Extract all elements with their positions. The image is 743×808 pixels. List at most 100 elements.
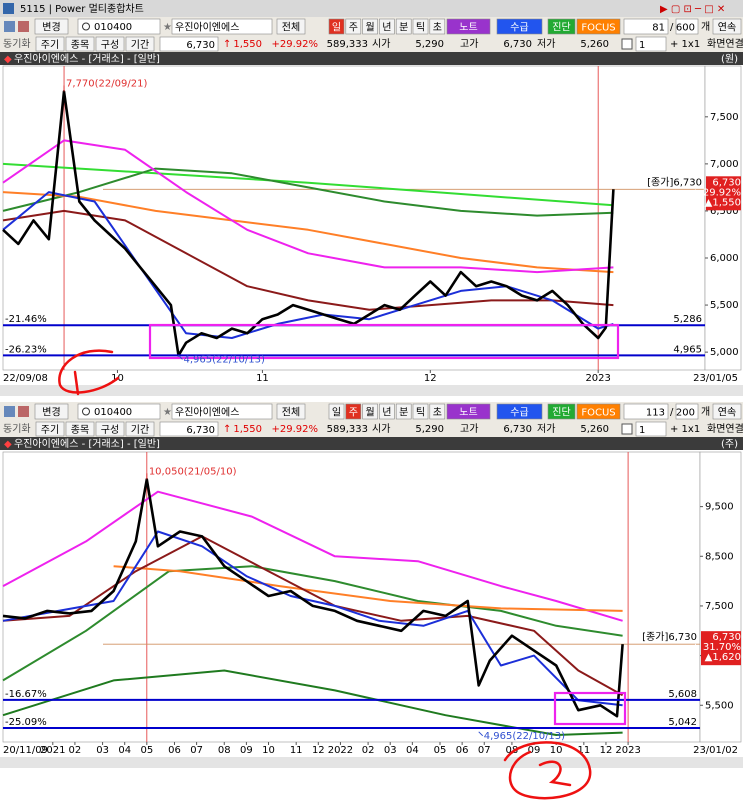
checkbox[interactable]	[621, 423, 633, 435]
period-button[interactable]: 틱	[416, 22, 425, 34]
period-button[interactable]: 분	[399, 407, 408, 419]
x-tick-label: 04	[118, 745, 131, 756]
tool-button[interactable]: FOCUS	[581, 23, 615, 34]
continuous-button[interactable]: 연속	[718, 22, 736, 34]
period-button-bg[interactable]	[395, 18, 412, 35]
change-button[interactable]: 변경	[42, 21, 60, 34]
period-button[interactable]: 초	[433, 407, 442, 419]
tool-button[interactable]: 수급	[510, 407, 528, 419]
y-tick-label: 8,500	[705, 551, 734, 562]
period-button-bg[interactable]	[328, 403, 345, 420]
price-box-rate: + 31.70%	[691, 642, 741, 653]
tool-button[interactable]: 진단	[552, 22, 570, 34]
tool-button-bg[interactable]	[446, 18, 491, 35]
change-button-bg[interactable]	[34, 403, 69, 420]
period-button-bg[interactable]	[362, 403, 378, 420]
tab-button-bg[interactable]	[65, 421, 95, 437]
period-button-bg[interactable]	[379, 18, 395, 35]
period-button[interactable]: 주	[349, 23, 358, 34]
period-button-bg[interactable]	[345, 403, 362, 420]
x-end-label: 23/01/02	[693, 745, 738, 756]
period-button-bg[interactable]	[362, 18, 378, 35]
tool-button-bg[interactable]	[446, 403, 491, 420]
tab-button[interactable]: 주기	[41, 39, 59, 51]
period-button[interactable]: 주	[349, 408, 358, 419]
window-controls[interactable]: ▶ ▢ ⊡ ─ □ ✕	[660, 4, 725, 15]
period-button[interactable]: 일	[332, 22, 341, 34]
period-button-bg[interactable]	[412, 403, 429, 420]
tool-button[interactable]: 수급	[510, 22, 528, 34]
period-button[interactable]: 틱	[416, 407, 425, 419]
all-button-bg[interactable]	[276, 403, 306, 420]
tab-button-bg[interactable]	[125, 421, 155, 437]
x-start-label: 22/09/08	[3, 373, 48, 384]
period-button-bg[interactable]	[412, 18, 429, 35]
code-box	[77, 403, 161, 420]
price-line	[2, 490, 623, 622]
search-icon	[82, 22, 90, 31]
scroll-bar[interactable]	[0, 385, 743, 396]
title-bar	[0, 0, 743, 17]
tab-button-bg[interactable]	[95, 36, 125, 52]
tab-button-bg[interactable]	[95, 421, 125, 437]
chart-title: 우진아이엔에스 - [거래소] - [일반]	[14, 438, 160, 450]
period-button[interactable]: 초	[433, 22, 442, 34]
tool-button-bg[interactable]	[547, 18, 576, 35]
tab-button[interactable]: 구성	[101, 424, 119, 436]
x-tick-label: 12	[600, 745, 613, 756]
change-rate: +29.92%	[271, 39, 318, 50]
period-button-bg[interactable]	[395, 403, 412, 420]
period-button[interactable]: 일	[332, 407, 341, 419]
change-button-bg[interactable]	[34, 18, 69, 35]
period-button-bg[interactable]	[345, 18, 362, 35]
tool-button-bg[interactable]	[576, 18, 621, 35]
scroll-bar[interactable]	[0, 757, 743, 768]
tool-button[interactable]: 진단	[552, 407, 570, 419]
period-button[interactable]: 년	[382, 407, 391, 419]
all-button[interactable]: 전체	[282, 22, 300, 34]
bar-max: 600	[676, 23, 695, 34]
code-box	[77, 18, 161, 35]
checkbox[interactable]	[621, 38, 633, 50]
tool-button[interactable]: 노트	[459, 407, 477, 419]
plot-area	[2, 65, 706, 371]
tab-button[interactable]: 종목	[71, 424, 89, 436]
toolbar-icon	[4, 21, 15, 32]
bar-max-box	[675, 18, 699, 35]
tab-button-bg[interactable]	[65, 36, 95, 52]
period-button-bg[interactable]	[429, 18, 446, 35]
tab-button[interactable]: 종목	[71, 39, 89, 51]
tab-button-bg[interactable]	[125, 36, 155, 52]
volume: 589,333	[327, 39, 368, 50]
chart-title-marker: ◆	[4, 439, 12, 450]
chart-unit: (주)	[721, 439, 738, 450]
tab-button[interactable]: 주기	[41, 424, 59, 436]
tool-button-bg[interactable]	[547, 403, 576, 420]
tool-button[interactable]: 노트	[459, 22, 477, 34]
period-button-bg[interactable]	[379, 403, 395, 420]
tool-button-bg[interactable]	[496, 403, 543, 420]
price-line	[2, 565, 623, 682]
tab-button-bg[interactable]	[35, 36, 65, 52]
tool-button-bg[interactable]	[576, 403, 621, 420]
period-button[interactable]: 분	[399, 22, 408, 34]
low-leader	[478, 731, 484, 737]
change-button[interactable]: 변경	[42, 406, 60, 419]
all-button-bg[interactable]	[276, 18, 306, 35]
period-button-bg[interactable]	[429, 403, 446, 420]
period-button[interactable]: 월	[365, 407, 374, 419]
continuous-button-bg[interactable]	[712, 403, 742, 420]
tool-button-bg[interactable]	[496, 18, 543, 35]
tab-button[interactable]: 기간	[131, 39, 149, 51]
tab-button-bg[interactable]	[35, 421, 65, 437]
all-button[interactable]: 전체	[282, 407, 300, 419]
tab-button[interactable]: 기간	[131, 424, 149, 436]
continuous-button-bg[interactable]	[712, 18, 742, 35]
tab-button[interactable]: 구성	[101, 39, 119, 51]
x-tick-label: 07	[190, 745, 203, 756]
period-button[interactable]: 년	[382, 22, 391, 34]
period-button-bg[interactable]	[328, 18, 345, 35]
period-button[interactable]: 월	[365, 22, 374, 34]
continuous-button[interactable]: 연속	[718, 407, 736, 419]
tool-button[interactable]: FOCUS	[581, 408, 615, 419]
